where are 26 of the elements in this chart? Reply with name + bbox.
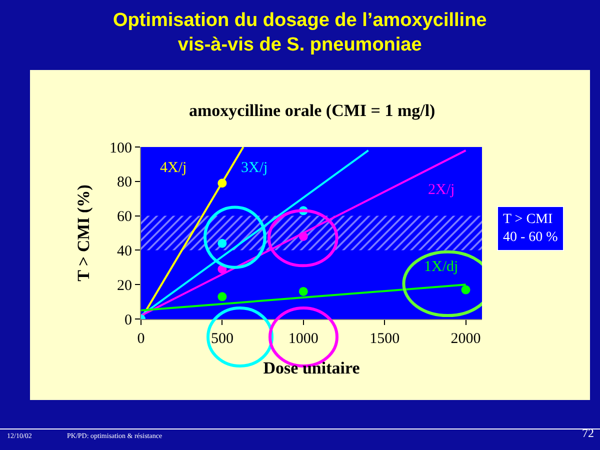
- point: [461, 285, 470, 294]
- x-tick-label: 1500: [370, 331, 400, 347]
- x-axis-title: Dose unitaire: [263, 358, 360, 378]
- y-axis-title: T > CMI (%): [74, 184, 94, 282]
- text: 4X/j: [160, 160, 187, 176]
- x-tick-label: 1000: [288, 331, 318, 347]
- series-label: 2X/j: [428, 182, 455, 198]
- point: [218, 178, 227, 188]
- y-tick-label: 40: [117, 243, 132, 260]
- chart-subtitle: amoxycilline orale (CMI = 1 mg/l): [189, 101, 436, 120]
- x-tick-label: 2000: [450, 331, 481, 347]
- point: [218, 238, 227, 248]
- y-tick-label: 0: [124, 312, 132, 328]
- y-tick-label: 100: [110, 140, 132, 156]
- point: [298, 232, 308, 241]
- chart-title: Optimisation du dosage de l’amoxycilline vis-à-vis de S. pneumoniae: [113, 10, 487, 56]
- point: [218, 292, 227, 302]
- y-tick-label: 60: [117, 209, 132, 226]
- text: 3X/j: [241, 160, 268, 176]
- x-tick-label: 0: [137, 331, 145, 347]
- band-label: T > CMI 40 - 60 %: [503, 212, 558, 246]
- series-label: 1X/dj: [424, 259, 458, 275]
- x-tick-label: 500: [210, 331, 234, 347]
- point: [298, 286, 308, 296]
- y-tick-label: 80: [117, 174, 132, 191]
- y-tick-label: 20: [117, 278, 132, 294]
